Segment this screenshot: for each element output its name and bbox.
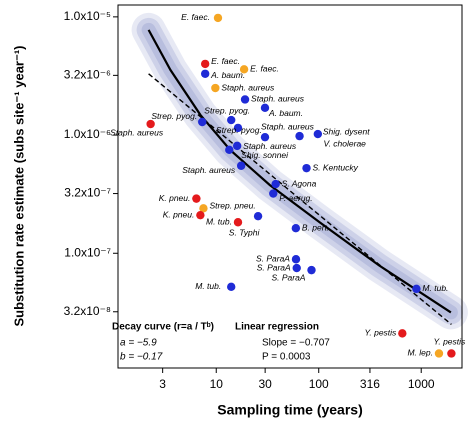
point-label: Y. pestis (433, 337, 466, 347)
data-point (291, 255, 301, 264)
annotation: Decay curve (r=a / Tᵇ) (112, 322, 214, 333)
data-point (295, 131, 304, 141)
point-label: Strep. pyog. (204, 105, 250, 115)
data-point (253, 211, 263, 221)
point-label: S. ParaA (256, 254, 290, 264)
point-label: Strep. pyog. (151, 111, 197, 121)
annotation: Slope = −0.707 (262, 338, 330, 349)
point-label: Staph. aureus (221, 82, 275, 92)
data-point (227, 115, 236, 125)
x-tick-label: 1000 (408, 377, 435, 391)
point-label: A. baum. (268, 108, 303, 118)
data-point (225, 145, 234, 155)
data-point (313, 129, 323, 139)
point-label: A. baum. (210, 70, 245, 80)
data-point (198, 117, 207, 127)
point-label: Staph. aureus (243, 141, 297, 151)
point-label: S. ParaA (257, 262, 291, 272)
x-tick-label: 30 (258, 377, 272, 391)
point-label: E. faec. (181, 12, 210, 22)
point-label: Staph. aureus (182, 165, 236, 175)
point-label: M. tub. (422, 283, 448, 293)
point-label: P. aerug. (279, 193, 312, 203)
data-point (260, 132, 270, 142)
data-point (398, 329, 407, 338)
data-point (233, 218, 243, 227)
annotation: a = −5.9 (120, 338, 157, 349)
point-label: Shig. sonnei (241, 150, 289, 160)
data-point (227, 282, 236, 292)
data-point (434, 349, 444, 358)
data-point (196, 210, 205, 220)
point-label: K. pneu. (159, 193, 191, 203)
data-point (213, 13, 223, 23)
x-tick-label: 100 (309, 377, 329, 391)
data-point (233, 123, 243, 133)
annotation: Linear regression (235, 322, 319, 333)
data-point (200, 69, 210, 78)
point-label: Staph. aureus (110, 127, 164, 137)
point-label: S. Typhi (229, 227, 261, 237)
point-label: S. ParaA (271, 272, 305, 282)
x-tick-label: 3 (159, 377, 166, 391)
data-point (412, 284, 421, 294)
data-point (271, 179, 280, 189)
point-label: Shig. dysent (323, 126, 370, 136)
point-label: M. lep. (407, 348, 433, 358)
point-label: Y. pestis (364, 328, 397, 338)
point-label: Staph. aureus (261, 121, 315, 131)
x-tick-label: 10 (210, 377, 224, 391)
plot-frame (117, 4, 463, 369)
y-tick-label: 1.0x10⁻⁷ (64, 245, 111, 259)
point-label: B. pert. (302, 222, 329, 232)
data-point (269, 189, 278, 198)
y-tick-label: 3.2x10⁻⁸ (64, 304, 111, 318)
y-axis-title: Substitution rate estimate (subs site⁻¹ … (11, 45, 26, 326)
point-label: M. tub. (195, 281, 221, 291)
point-label: S. Agona (282, 178, 317, 188)
point-label: E. faec. (250, 64, 279, 74)
x-axis-title: Sampling time (years) (217, 402, 363, 418)
data-point (291, 223, 301, 233)
point-label: V. cholerae (324, 138, 367, 148)
data-point (211, 83, 220, 93)
data-point (307, 265, 316, 275)
point-label: S. Kentucky (313, 162, 359, 172)
data-point (447, 349, 456, 358)
annotation: P = 0.0003 (262, 352, 311, 363)
point-label: K. pneu. (163, 209, 195, 219)
y-tick-label: 1.0x10⁻⁶ (64, 127, 111, 141)
point-label: Staph. aureus (251, 94, 305, 104)
data-point (302, 163, 311, 173)
y-tick-label: 1.0x10⁻⁵ (64, 9, 111, 23)
data-point (236, 161, 246, 170)
data-point (292, 263, 301, 273)
point-label: Strep. pneu. (209, 201, 255, 211)
data-point (200, 59, 210, 69)
data-point (199, 204, 208, 213)
point-label: M. tub. (206, 216, 232, 226)
data-point (240, 95, 250, 104)
point-label: E. faec. (211, 56, 240, 66)
x-tick-label: 316 (360, 377, 380, 391)
data-point (260, 103, 270, 113)
annotation: b = −0.17 (120, 352, 163, 363)
data-point (232, 141, 242, 151)
data-point (192, 194, 201, 203)
y-tick-label: 3.2x10⁻⁷ (64, 186, 111, 200)
data-point (239, 65, 249, 74)
y-tick-label: 3.2x10⁻⁶ (64, 68, 111, 82)
data-point (146, 119, 155, 129)
point-label: Strep. pyog. (216, 125, 262, 135)
regression-line (148, 73, 452, 325)
decay-curve (147, 29, 452, 314)
